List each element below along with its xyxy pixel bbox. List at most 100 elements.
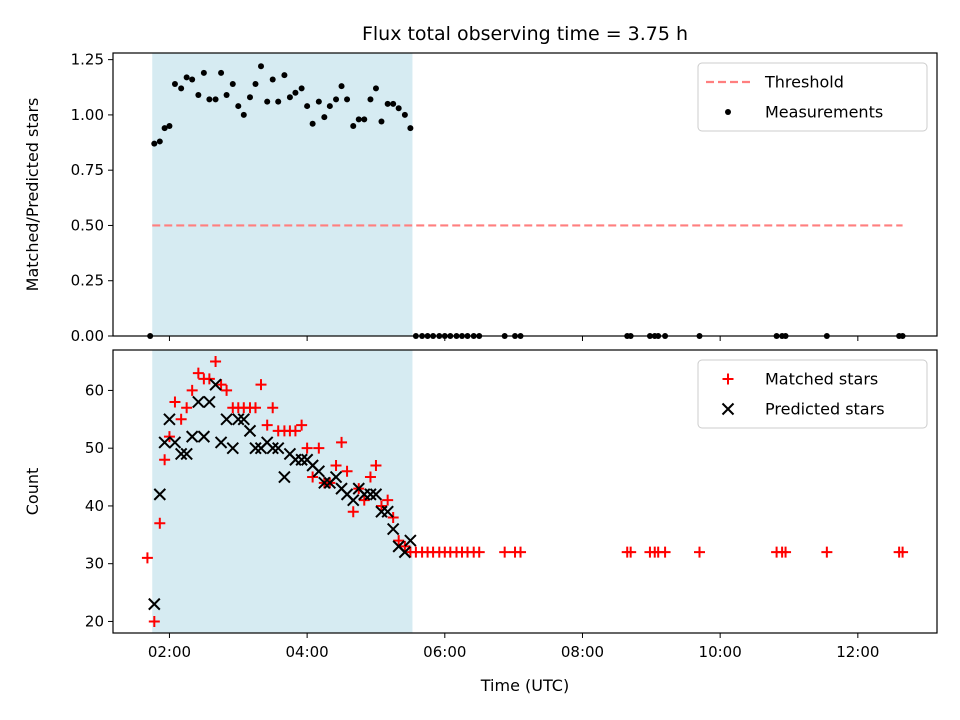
observing-window-band	[152, 350, 413, 633]
data-point	[407, 125, 414, 132]
data-point	[321, 114, 328, 121]
data-point	[296, 419, 308, 431]
data-point	[821, 546, 833, 558]
data-point	[159, 454, 171, 466]
data-point	[148, 597, 161, 611]
x-tick-label: 08:00	[561, 643, 604, 661]
data-point	[252, 80, 259, 87]
legend-plus-swatch	[722, 373, 734, 385]
y-tick-label: 50	[85, 439, 104, 457]
data-point	[192, 367, 204, 379]
data-point	[220, 413, 233, 426]
data-point	[358, 494, 370, 506]
data-point	[203, 373, 215, 385]
data-point	[185, 430, 199, 443]
data-point	[341, 465, 353, 477]
data-point	[178, 85, 185, 92]
data-point	[625, 546, 637, 558]
y-tick-label: 40	[85, 497, 104, 515]
x-tick-label: 12:00	[836, 643, 879, 661]
y-tick-label: 0.75	[71, 161, 104, 179]
y-tick-label: 0.25	[71, 272, 104, 290]
data-point	[401, 111, 408, 118]
y-tick-label: 30	[85, 555, 104, 573]
data-point	[229, 80, 236, 87]
data-point	[473, 546, 485, 558]
data-point	[243, 424, 257, 438]
data-point	[286, 94, 293, 101]
data-point	[393, 535, 405, 547]
data-point	[336, 436, 348, 448]
data-point	[197, 430, 211, 443]
data-point	[387, 511, 399, 523]
y-tick-label: 60	[85, 381, 104, 399]
data-point	[378, 118, 385, 125]
data-point	[404, 534, 417, 547]
data-point	[399, 540, 411, 552]
legend-box	[697, 62, 928, 132]
data-point	[372, 85, 379, 92]
data-point	[382, 494, 394, 506]
x-tick-label: 10:00	[699, 643, 742, 661]
data-point	[168, 436, 182, 449]
data-point	[141, 552, 153, 564]
data-point	[298, 85, 305, 92]
data-point	[338, 83, 345, 90]
data-point	[232, 413, 245, 426]
data-point	[347, 493, 360, 507]
data-point	[195, 92, 202, 99]
data-point	[313, 442, 325, 454]
data-point	[237, 413, 251, 426]
data-point	[347, 506, 359, 518]
data-point	[264, 98, 271, 105]
data-point	[166, 122, 173, 129]
legend: Threshold Measurements	[697, 62, 928, 132]
data-point	[189, 76, 196, 83]
data-point	[210, 356, 222, 368]
data-point	[154, 517, 166, 529]
legend-dot-swatch	[725, 109, 731, 115]
data-point	[659, 546, 671, 558]
legend-label: Predicted stars	[765, 400, 885, 419]
data-point	[235, 103, 242, 110]
data-point	[153, 488, 167, 501]
data-point	[183, 74, 190, 81]
data-point	[209, 378, 222, 391]
data-point	[381, 505, 394, 518]
data-point	[292, 89, 299, 96]
data-point	[156, 138, 163, 145]
data-point	[309, 120, 316, 127]
y-axis-label: Count	[23, 468, 42, 516]
data-point	[499, 546, 511, 558]
data-point	[212, 96, 219, 103]
data-point	[395, 105, 402, 112]
data-point	[398, 545, 412, 559]
top-panel: 0.00 0.25 0.50 0.75 1.00 1.25 Flux total obser…	[23, 23, 938, 345]
data-point	[364, 471, 376, 483]
y-tick-label: 20	[85, 612, 104, 630]
data-point	[367, 96, 374, 103]
data-point	[301, 442, 313, 454]
data-point	[369, 488, 383, 501]
data-point	[326, 103, 333, 110]
data-point	[375, 500, 387, 512]
data-point	[386, 522, 400, 536]
data-point	[249, 402, 261, 414]
data-point	[206, 96, 213, 103]
data-point	[148, 615, 160, 627]
data-point	[361, 116, 368, 123]
data-point	[181, 402, 193, 414]
data-point	[318, 476, 331, 490]
data-point	[304, 103, 311, 110]
data-point	[186, 384, 198, 396]
axes-frame	[112, 349, 938, 634]
data-point	[192, 395, 205, 409]
data-point	[161, 125, 168, 132]
data-point	[307, 471, 319, 483]
data-point	[223, 92, 230, 99]
data-point	[221, 384, 233, 396]
chart-title: Flux total observing time = 3.75 h	[362, 23, 688, 45]
data-point	[158, 436, 171, 449]
data-point	[214, 436, 228, 449]
